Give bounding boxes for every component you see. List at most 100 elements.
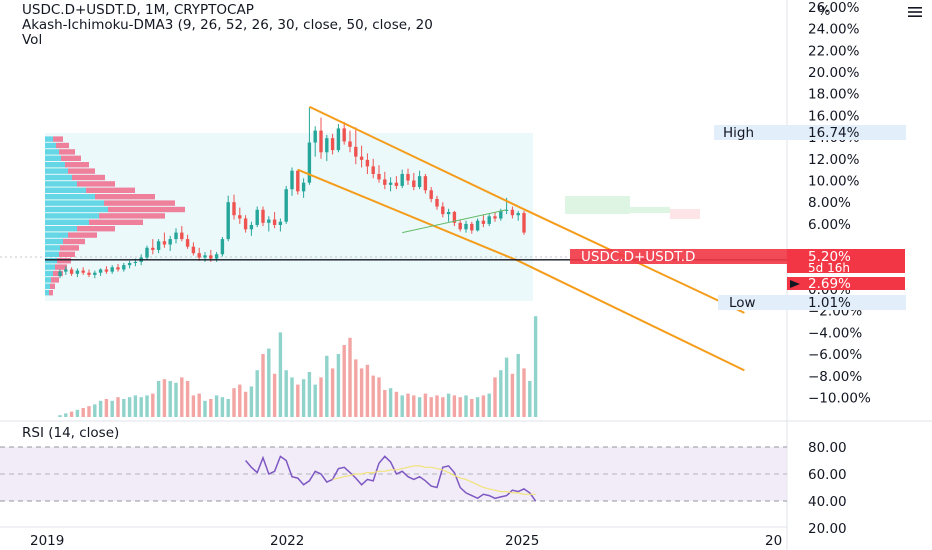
price-axis-ticks: 26.00%24.00%22.00%20.00%18.00%16.00%14.0… [808, 0, 871, 407]
candle-body [156, 241, 161, 250]
volume-bar [104, 399, 109, 417]
volume-profile-row [65, 162, 89, 168]
volume-profile-row [77, 181, 115, 187]
volume-profile-row [45, 162, 65, 168]
candle-body [400, 173, 404, 186]
channel-upper-line [308, 105, 519, 208]
volume-profile-row [108, 206, 185, 213]
candle-body [151, 247, 155, 250]
candle-body [127, 262, 132, 266]
candle-body [220, 239, 225, 255]
volume-bar [522, 368, 526, 417]
volume-bar [162, 379, 167, 417]
candle-body [81, 270, 85, 273]
volume-profile-row [60, 245, 79, 251]
volume-bar [226, 399, 230, 417]
hamburger-menu-icon[interactable] [906, 4, 924, 20]
volume-profile-row [55, 264, 67, 270]
volume-bar [365, 364, 370, 417]
candle-body [481, 220, 486, 224]
volume-profile-row [45, 181, 77, 187]
volume-legend[interactable]: Vol [22, 32, 43, 48]
indicator-legend[interactable]: Akash-Ichimoku-DMA3 (9, 26, 52, 26, 30, … [22, 17, 433, 33]
horizontal-line-value: 2.69% [808, 276, 851, 292]
volume-bar [400, 395, 404, 417]
volume-bar [423, 393, 428, 417]
low-label: Low [729, 295, 756, 311]
volume-bar [267, 348, 271, 417]
volume-profile-row [45, 283, 50, 289]
low-value: 1.01% [808, 295, 851, 311]
rsi-tick-label: 40.00 [808, 494, 847, 510]
volume-profile-row [59, 251, 75, 257]
volume-bar [220, 397, 225, 417]
candle-body [197, 253, 201, 258]
volume-profile-row [45, 136, 53, 142]
volume-bar [284, 370, 288, 417]
price-tick-label: −6.00% [808, 347, 862, 363]
candle-body [191, 246, 196, 254]
price-tick-label: 10.00% [808, 174, 860, 190]
volume-bar [75, 409, 80, 417]
volume-profile-row [45, 219, 89, 225]
candle-body [209, 255, 213, 259]
volume-bar [127, 397, 132, 417]
price-tick-label: −10.00% [808, 391, 871, 407]
volume-bar [214, 395, 219, 417]
symbol-legend[interactable]: USDC.D+USDT.D, 1M, CRYPTOCAP [22, 2, 254, 18]
volume-bar [470, 399, 474, 417]
volume-profile-row [50, 283, 55, 289]
volume-bar [319, 377, 323, 417]
volume-profile-row [89, 219, 143, 225]
rsi-tick-label: 80.00 [808, 440, 847, 456]
volume-bar [168, 381, 172, 417]
candle-body [226, 202, 230, 240]
rsi-line [245, 455, 537, 502]
symbol-price-badge: USDC.D+USDT.D 5.20% 5d 16h [570, 249, 905, 275]
volume-profile-row [45, 168, 68, 174]
volume-profile-row [45, 277, 51, 283]
volume-bar [383, 390, 387, 417]
volume-profile-row [53, 270, 63, 277]
volume-bar [122, 399, 126, 417]
volume-bar [278, 332, 283, 417]
trend-line [402, 209, 507, 234]
candle-body [162, 241, 167, 245]
volume-profile-row [49, 290, 53, 296]
candle-body [272, 219, 277, 225]
price-tick-label: 8.00% [808, 195, 851, 211]
volume-profile-row [99, 213, 165, 219]
candle-body [319, 130, 323, 153]
price-tick-label: 26.00% [808, 0, 860, 16]
candle-body [342, 128, 346, 142]
candle-body [243, 218, 248, 230]
volume-bar [145, 395, 149, 417]
volume-bar [394, 391, 399, 417]
volume-profile-row [45, 155, 61, 161]
volume-profile-row [45, 251, 59, 257]
candle-body [330, 138, 335, 151]
volume-bar [435, 395, 439, 417]
candle-body [296, 170, 300, 192]
volume-bar [296, 384, 300, 417]
volume-bar [487, 393, 491, 417]
rsi-tick-label: 20.00 [808, 521, 847, 537]
candle-body [359, 156, 364, 160]
volume-profile-row [45, 270, 53, 277]
volume-profile-row [61, 155, 81, 161]
candle-body [493, 216, 497, 219]
candle-body [232, 202, 236, 216]
channel-lower-line [297, 168, 519, 262]
volume-bar [64, 413, 68, 417]
volume-profile-row [51, 277, 59, 283]
volume-bar [504, 357, 509, 417]
candle-body [406, 173, 410, 181]
rsi-band [0, 447, 787, 501]
volume-bar [139, 397, 143, 417]
volume-bar [493, 377, 497, 417]
volume-bars [58, 316, 538, 417]
volume-bar [69, 411, 74, 417]
price-tick-label: 12.00% [808, 152, 860, 168]
volume-profile-row [63, 238, 85, 245]
